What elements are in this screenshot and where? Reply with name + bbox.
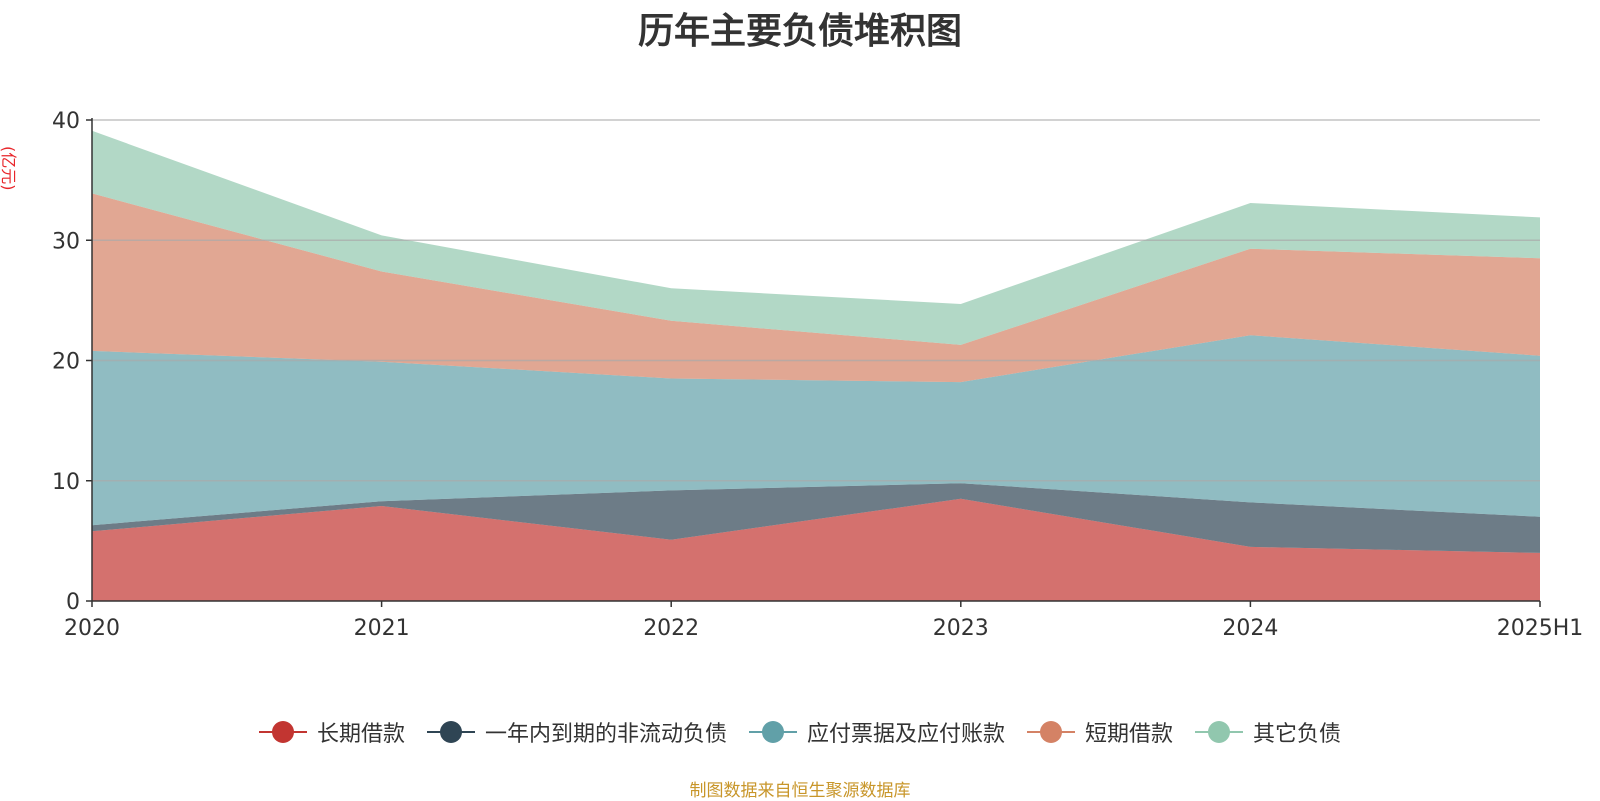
legend-item-1[interactable]: 长期借款 (258, 716, 405, 748)
legend-symbol (748, 721, 797, 743)
area-series-3 (92, 335, 1540, 526)
stacked-area-chart: 0 10 20 30 40 2020 2021 2022 2023 2024 2025H1 (52, 109, 1584, 641)
x-tick-label: 2021 (354, 616, 410, 641)
legend-label: 长期借款 (316, 722, 405, 747)
legend: 长期借款 一年内到期的非流动负债 应付票据及应付账款 短期借款 其它负债 (0, 716, 1600, 748)
source-note: 制图数据来自恒生聚源数据库 (689, 781, 911, 801)
legend-item-3[interactable]: 应付票据及应付账款 (748, 716, 1005, 748)
y-tick-label: 0 (66, 590, 80, 615)
x-tick-label: 2023 (933, 616, 989, 641)
chart-title: 历年主要负债堆积图 (637, 11, 962, 52)
x-tick-label: 2025H1 (1497, 616, 1584, 641)
area-series-5 (92, 130, 1540, 345)
legend-symbol (1195, 721, 1244, 743)
area-series-1 (92, 498, 1540, 601)
area-series-2 (92, 483, 1540, 553)
legend-item-4[interactable]: 短期借款 (1027, 716, 1173, 748)
legend-symbol (426, 721, 475, 743)
y-tick-label: 20 (52, 350, 80, 375)
legend-symbol (258, 721, 307, 743)
legend-label: 一年内到期的非流动负债 (484, 722, 727, 747)
y-tick-label: 10 (52, 470, 80, 495)
y-tick-label: 30 (52, 229, 80, 254)
legend-label: 其它负债 (1253, 722, 1342, 747)
legend-label: 短期借款 (1085, 722, 1174, 747)
legend-label: 应付票据及应付账款 (806, 722, 1005, 747)
legend-item-2[interactable]: 一年内到期的非流动负债 (426, 716, 727, 748)
x-tick-label: 2020 (64, 616, 120, 641)
area-series-4 (92, 193, 1540, 383)
x-tick-label: 2024 (1222, 616, 1278, 641)
x-tick-label: 2022 (643, 616, 699, 641)
y-tick-label: 40 (52, 109, 80, 134)
legend-symbol (1027, 721, 1075, 743)
legend-item-5[interactable]: 其它负债 (1195, 716, 1341, 748)
